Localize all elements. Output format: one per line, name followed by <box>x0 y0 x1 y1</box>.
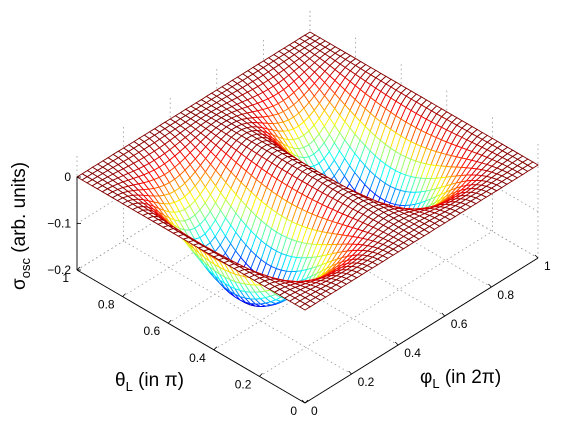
y-tick-mark <box>76 266 81 271</box>
y-tick-mark <box>213 346 218 351</box>
x-tick-label: 0.2 <box>358 375 375 389</box>
z-tick-label: 0 <box>64 170 71 184</box>
y-tick-label: 0.8 <box>98 298 115 312</box>
x-tick-mark <box>301 399 306 404</box>
surface-mesh <box>76 31 539 311</box>
y-tick-label: 0.2 <box>235 377 252 391</box>
x-axis-label: φL (in 2π) <box>420 367 501 391</box>
y-tick-label: 1 <box>62 271 69 285</box>
x-tick-label: 0.8 <box>497 288 514 302</box>
y-tick-mark <box>259 373 263 377</box>
grid-line <box>167 177 402 324</box>
z-tick-label: −0.2 <box>47 263 71 277</box>
y-tick-mark <box>304 399 309 404</box>
grid-line <box>122 151 356 297</box>
x-tick-mark <box>394 341 399 346</box>
y-tick-mark <box>122 293 126 297</box>
x-tick-label: 0.4 <box>404 346 421 360</box>
x-tick-label: 0 <box>311 404 318 418</box>
grid-line <box>259 231 493 377</box>
x-axis-line <box>304 257 539 404</box>
x-tick-mark <box>488 283 492 288</box>
z-tick-label: −0.1 <box>47 217 71 231</box>
y-tick-label: 0 <box>290 404 297 418</box>
surface-cell <box>299 303 312 311</box>
grid-line <box>76 124 311 271</box>
x-tick-mark <box>348 370 352 375</box>
x-tick-label: 1 <box>544 259 551 273</box>
x-tick-mark <box>441 312 446 317</box>
y-tick-mark <box>167 319 172 324</box>
grid-line <box>123 240 352 375</box>
tick-labels: 0 0.2 0.4 0.6 0.8 1 0 0.2 0.4 0.6 0.8 1 0 −0.1 −0.2 <box>47 170 551 418</box>
y-axis-line <box>76 269 306 404</box>
z-axis-label: σosc (arb. units) <box>9 162 33 290</box>
x-tick-mark <box>534 254 539 259</box>
grid-line <box>213 204 448 351</box>
y-tick-label: 0.4 <box>189 351 206 365</box>
y-tick-label: 0.6 <box>144 324 161 338</box>
y-axis-label: θL (in π) <box>115 370 184 394</box>
x-tick-label: 0.6 <box>451 317 468 331</box>
